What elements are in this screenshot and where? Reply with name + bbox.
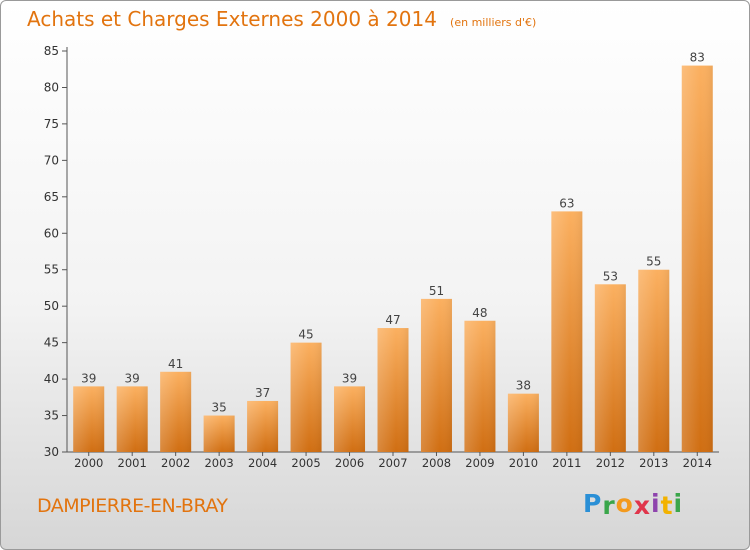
chart-title: Achats et Charges Externes 2000 à 2014 [27, 7, 437, 31]
bar-shade [594, 284, 626, 452]
y-tick-label: 75 [44, 117, 59, 131]
x-tick-label: 2001 [118, 456, 147, 470]
brand-logo: Proxiti [583, 489, 684, 520]
x-tick-label: 2009 [465, 456, 494, 470]
x-tick-label: 2010 [509, 456, 538, 470]
brand-letter: x [633, 491, 651, 520]
bar-shade [203, 415, 235, 452]
y-tick-label: 65 [44, 190, 59, 204]
y-tick-label: 45 [44, 336, 59, 350]
x-tick-label: 2002 [161, 456, 190, 470]
bar-shade [73, 386, 105, 452]
bar-shade [377, 328, 409, 452]
x-tick-label: 2004 [248, 456, 277, 470]
bar-value-label: 63 [559, 196, 574, 210]
bar-value-label: 51 [429, 284, 444, 298]
bar-value-label: 35 [211, 401, 226, 415]
bar-shade [507, 393, 539, 452]
brand-letter: P [583, 489, 603, 518]
bar-shade [551, 211, 583, 452]
x-tick-label: 2005 [291, 456, 320, 470]
brand-letter: i [673, 489, 684, 518]
bar-shade [116, 386, 148, 452]
bar-value-labels: 39 39 41 35 37 45 39 47 51 48 38 63 53 55 83 [81, 51, 705, 415]
bar-shade [247, 400, 279, 452]
y-tick-label: 50 [44, 299, 59, 313]
bar-value-label: 37 [255, 386, 270, 400]
city-name: DAMPIERRE-EN-BRAY [37, 495, 228, 517]
x-tick-label: 2014 [683, 456, 712, 470]
bar-value-label: 48 [472, 306, 487, 320]
y-tick-label: 40 [44, 372, 59, 386]
x-tick-label: 2012 [596, 456, 625, 470]
bar-value-label: 39 [81, 371, 96, 385]
x-tick-label: 2006 [335, 456, 364, 470]
x-tick-label: 2013 [639, 456, 668, 470]
y-tick-label: 55 [44, 263, 59, 277]
brand-letter: o [615, 489, 634, 518]
bar-shade [160, 371, 192, 452]
brand-letter: r [602, 491, 616, 520]
bar-shade [420, 298, 452, 452]
x-tick-label: 2011 [552, 456, 581, 470]
bars [73, 65, 713, 452]
bar-shade [638, 269, 670, 452]
x-tick-label: 2008 [422, 456, 451, 470]
bar-shade [334, 386, 366, 452]
bar-value-label: 39 [125, 371, 140, 385]
bar-shade [464, 320, 496, 452]
bar-shade [290, 342, 322, 452]
chart-subtitle: (en milliers d'€) [450, 16, 537, 29]
title-row: Achats et Charges Externes 2000 à 2014 (… [27, 7, 536, 31]
y-tick-label: 35 [44, 409, 59, 423]
bar-value-label: 38 [516, 379, 531, 393]
bar-value-label: 53 [603, 269, 618, 283]
brand-letter: t [660, 491, 674, 520]
bar-value-label: 83 [690, 51, 705, 65]
bar-value-label: 39 [342, 371, 357, 385]
y-tick-label: 70 [44, 153, 59, 167]
x-tick-label: 2007 [378, 456, 407, 470]
x-tick-label: 2003 [204, 456, 233, 470]
y-tick-label: 60 [44, 226, 59, 240]
bar-value-label: 41 [168, 357, 183, 371]
bar-value-label: 55 [646, 255, 661, 269]
brand-letter: i [651, 489, 661, 518]
y-tick-label: 30 [44, 445, 59, 459]
bar-shade [681, 65, 713, 452]
y-tick-label: 80 [44, 80, 59, 94]
y-tick-label: 85 [44, 44, 59, 58]
x-tick-label: 2000 [74, 456, 103, 470]
bar-value-label: 47 [385, 313, 400, 327]
axes: 30 35 40 45 50 55 60 65 70 75 80 85 2000 2001 2002 2003… [44, 44, 719, 470]
bar-value-label: 45 [298, 328, 313, 342]
